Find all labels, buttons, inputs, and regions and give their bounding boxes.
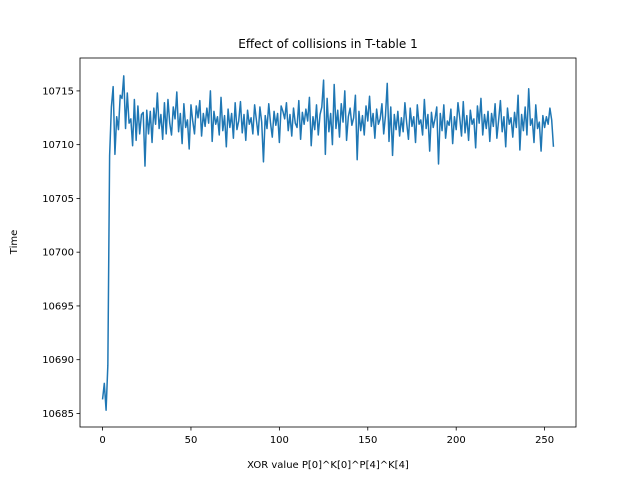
chart-title: Effect of collisions in T-table 1 <box>238 37 417 51</box>
x-tick-label: 50 <box>185 435 198 446</box>
x-tick-label: 150 <box>358 435 377 446</box>
y-tick-label: 10695 <box>42 301 74 312</box>
x-tick-label: 100 <box>270 435 289 446</box>
x-tick-label: 250 <box>535 435 554 446</box>
y-tick-label: 10715 <box>42 86 74 97</box>
y-tick-label: 10685 <box>42 409 74 420</box>
y-tick-label: 10705 <box>42 194 74 205</box>
y-axis-label: Time <box>9 230 20 255</box>
y-tick-label: 10710 <box>42 140 74 151</box>
y-tick-label: 10690 <box>42 355 74 366</box>
plot-frame <box>79 57 577 428</box>
y-tick-label: 10700 <box>42 248 74 259</box>
x-tick-label: 200 <box>447 435 466 446</box>
x-tick-label: 0 <box>99 435 105 446</box>
data-line <box>101 75 555 411</box>
x-axis-label: XOR value P[0]^K[0]^P[4]^K[4] <box>247 460 409 471</box>
